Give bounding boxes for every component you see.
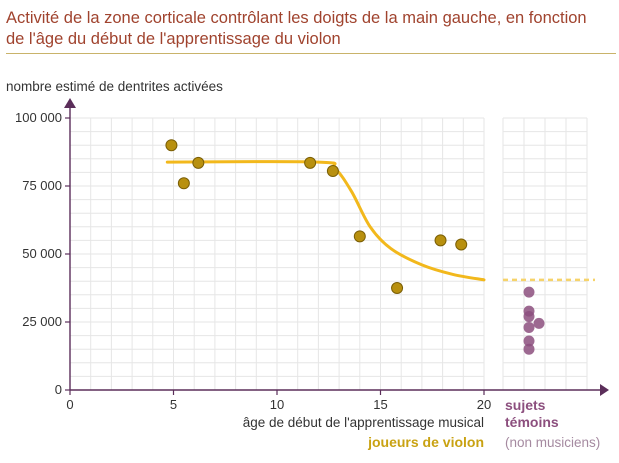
grid	[70, 117, 588, 390]
point-violinist	[304, 156, 317, 169]
y-tick-label: 75 000	[22, 178, 62, 193]
y-tick-label: 0	[55, 382, 62, 397]
x-tick-label: 0	[66, 397, 73, 412]
title-divider	[6, 53, 616, 54]
point-control	[533, 317, 545, 329]
data-points	[165, 139, 545, 355]
x-axis-arrow	[600, 384, 609, 396]
y-tick-label: 25 000	[22, 314, 62, 329]
point-violinist	[434, 234, 447, 247]
tick-labels: 0 5 10 15 20 0 25 000 50 000 75 000 100 000	[15, 110, 491, 412]
trend-curve	[165, 160, 595, 282]
x-tick-label: 10	[270, 397, 284, 412]
point-control	[523, 343, 535, 355]
y-tick-label: 50 000	[22, 246, 62, 261]
y-axis-label: nombre estimé de dentrites activées	[6, 79, 223, 94]
x-tick-label: 15	[373, 397, 387, 412]
chart-title: Activité de la zone corticale contrôlant…	[6, 9, 587, 48]
x-tick-label: 20	[477, 397, 491, 412]
point-control	[523, 286, 535, 298]
point-control	[523, 335, 535, 347]
point-violinist	[391, 282, 404, 294]
trend-curve-line	[165, 160, 486, 282]
legend-controls-sub: (non musiciens)	[505, 435, 600, 450]
x-tick-label: 5	[170, 397, 177, 412]
point-violinist	[177, 177, 190, 190]
point-violinist	[353, 230, 366, 243]
legend-controls: sujets	[505, 397, 546, 413]
point-violinist	[455, 238, 468, 251]
point-control	[523, 311, 535, 323]
point-violinist	[326, 165, 339, 178]
point-violinist	[165, 139, 178, 152]
point-control	[523, 321, 535, 333]
y-axis-arrow	[64, 98, 76, 108]
legend-controls-line2: témoins	[505, 414, 559, 430]
y-tick-label: 100 000	[15, 110, 62, 125]
axes	[64, 98, 609, 396]
point-violinist	[192, 156, 205, 169]
legend-violinists: joueurs de violon	[367, 434, 484, 450]
x-axis-label: âge de début de l'apprentissage musical	[243, 415, 484, 430]
